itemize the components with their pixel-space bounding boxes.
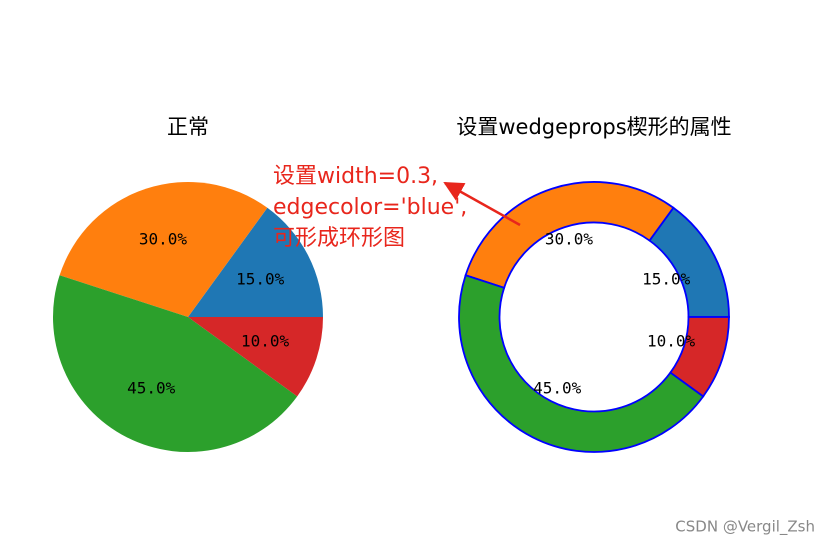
watermark: CSDN @Vergil_Zsh: [675, 518, 815, 537]
annotation: 可形成环形图: [273, 226, 405, 251]
pie-wedge: [188, 207, 323, 317]
chart-title: 设置wedgeprops楔形的属性: [456, 115, 731, 139]
value-label: 15.0%: [236, 270, 285, 289]
annotation: edgecolor='blue',: [273, 195, 467, 220]
pie-wedge: [53, 275, 298, 452]
value-label: 30.0%: [545, 229, 594, 248]
value-label: 10.0%: [241, 332, 290, 351]
donut-wedge: [669, 316, 730, 398]
donut-wedge: [458, 274, 705, 453]
annotation: 设置width=0.3,: [273, 164, 438, 189]
pie-wedge: [188, 317, 323, 397]
chart-title: 正常: [167, 115, 209, 139]
value-label: 45.0%: [533, 379, 582, 398]
value-label: 30.0%: [139, 229, 188, 248]
pie-wedge: [59, 182, 268, 317]
donut-wedge: [464, 181, 675, 289]
annotation-arrow: [443, 181, 521, 227]
value-label: 45.0%: [127, 379, 176, 398]
value-label: 15.0%: [642, 270, 691, 289]
value-label: 10.0%: [647, 332, 696, 351]
